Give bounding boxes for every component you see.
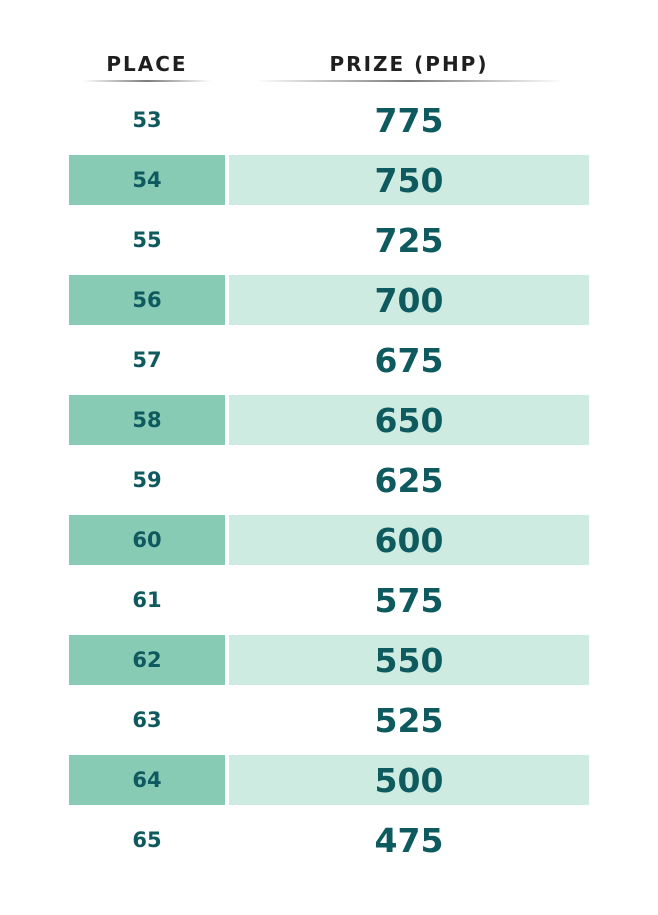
column-header-prize-label: PRIZE (PHP) (329, 52, 489, 76)
table-row: 55 725 (0, 215, 658, 265)
table-header: PLACE PRIZE (PHP) (0, 50, 658, 90)
place-cell: 61 (132, 588, 162, 612)
place-cell: 60 (69, 515, 225, 565)
table-row: 64 500 (0, 755, 658, 805)
table-row: 62 550 (0, 635, 658, 685)
place-cell: 65 (132, 828, 162, 852)
prize-cell: 750 (229, 155, 589, 205)
prize-cell: 475 (374, 820, 444, 860)
column-header-place: PLACE (69, 50, 225, 90)
table-row: 57 675 (0, 335, 658, 385)
prize-cell: 500 (229, 755, 589, 805)
prize-cell: 600 (229, 515, 589, 565)
prize-cell: 725 (374, 220, 444, 260)
place-cell: 53 (132, 108, 162, 132)
table-row: 53 775 (0, 95, 658, 145)
prize-cell: 575 (374, 580, 444, 620)
place-cell: 59 (132, 468, 162, 492)
table-row: 60 600 (0, 515, 658, 565)
prize-cell: 625 (374, 460, 444, 500)
table-row: 56 700 (0, 275, 658, 325)
place-cell: 57 (132, 348, 162, 372)
prize-cell: 775 (374, 100, 444, 140)
place-cell: 58 (69, 395, 225, 445)
place-cell: 62 (69, 635, 225, 685)
place-cell: 56 (69, 275, 225, 325)
table-row: 63 525 (0, 695, 658, 745)
column-header-place-label: PLACE (106, 52, 188, 76)
table-row: 54 750 (0, 155, 658, 205)
table-row: 61 575 (0, 575, 658, 625)
prize-cell: 550 (229, 635, 589, 685)
header-underline (255, 80, 563, 82)
place-cell: 55 (132, 228, 162, 252)
column-header-prize: PRIZE (PHP) (229, 50, 589, 90)
place-cell: 54 (69, 155, 225, 205)
place-cell: 63 (132, 708, 162, 732)
prize-cell: 675 (374, 340, 444, 380)
table-row: 58 650 (0, 395, 658, 445)
table-row: 65 475 (0, 815, 658, 865)
header-underline (83, 80, 211, 82)
place-cell: 64 (69, 755, 225, 805)
prize-cell: 650 (229, 395, 589, 445)
table-row: 59 625 (0, 455, 658, 505)
prize-cell: 700 (229, 275, 589, 325)
prize-cell: 525 (374, 700, 444, 740)
